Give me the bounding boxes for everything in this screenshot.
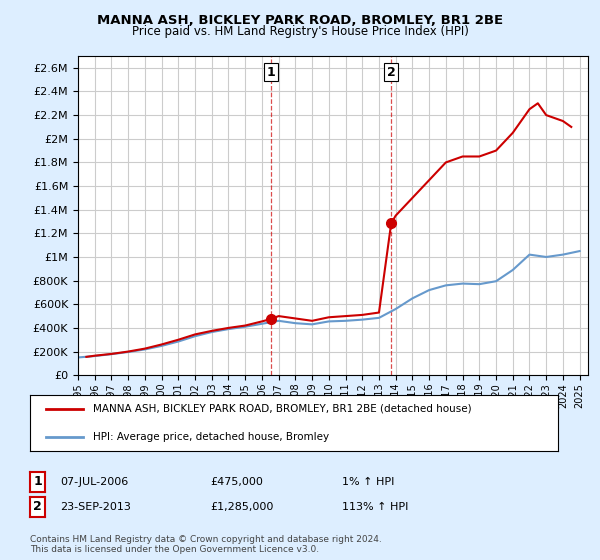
Text: Contains HM Land Registry data © Crown copyright and database right 2024.
This d: Contains HM Land Registry data © Crown c… <box>30 535 382 554</box>
Text: 1: 1 <box>266 66 275 78</box>
Text: HPI: Average price, detached house, Bromley: HPI: Average price, detached house, Brom… <box>94 432 329 442</box>
Text: Price paid vs. HM Land Registry's House Price Index (HPI): Price paid vs. HM Land Registry's House … <box>131 25 469 38</box>
Text: 2: 2 <box>33 500 42 514</box>
Text: 113% ↑ HPI: 113% ↑ HPI <box>342 502 409 512</box>
Text: MANNA ASH, BICKLEY PARK ROAD, BROMLEY, BR1 2BE (detached house): MANNA ASH, BICKLEY PARK ROAD, BROMLEY, B… <box>94 404 472 414</box>
Text: 1% ↑ HPI: 1% ↑ HPI <box>342 477 394 487</box>
Text: 07-JUL-2006: 07-JUL-2006 <box>60 477 128 487</box>
Text: £1,285,000: £1,285,000 <box>210 502 274 512</box>
Text: MANNA ASH, BICKLEY PARK ROAD, BROMLEY, BR1 2BE: MANNA ASH, BICKLEY PARK ROAD, BROMLEY, B… <box>97 14 503 27</box>
Text: 23-SEP-2013: 23-SEP-2013 <box>60 502 131 512</box>
Text: 2: 2 <box>387 66 395 78</box>
Text: 1: 1 <box>33 475 42 488</box>
Text: £475,000: £475,000 <box>210 477 263 487</box>
